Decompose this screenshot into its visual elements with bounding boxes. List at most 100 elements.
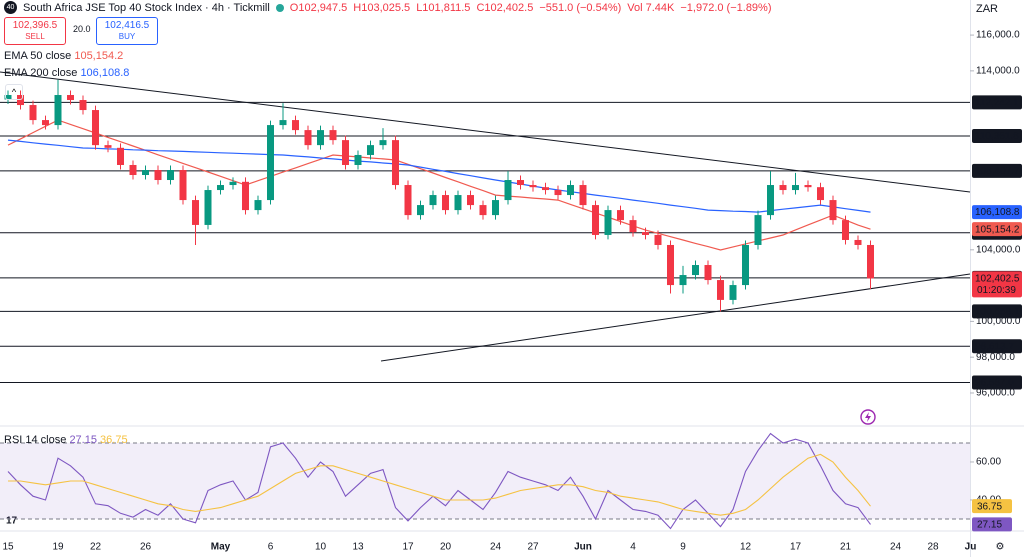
candle-body bbox=[17, 95, 24, 106]
candle-body bbox=[254, 200, 262, 211]
legend-name: EMA 50 close bbox=[4, 50, 72, 62]
collapse-legend[interactable]: ^ bbox=[5, 84, 23, 100]
sell-label: SELL bbox=[25, 32, 45, 41]
legend-value: 105,154.2 bbox=[74, 50, 124, 62]
candle-body bbox=[504, 180, 512, 201]
rsi-ma-value: 36.75 bbox=[100, 434, 128, 446]
candle-body bbox=[542, 187, 549, 191]
candle-body bbox=[342, 140, 349, 165]
buy-button[interactable]: 102,416.5 BUY bbox=[96, 17, 158, 45]
x-tick-label: 17 bbox=[790, 542, 802, 553]
sell-button[interactable]: 102,396.5 SELL bbox=[4, 17, 66, 45]
level-label: 96,587.0 bbox=[975, 378, 1014, 389]
ema200-legend: EMA 200 close 106,108.8 bbox=[4, 67, 129, 79]
x-tick-label: 13 bbox=[352, 542, 364, 553]
candle-body bbox=[79, 100, 87, 111]
legend-name: EMA 200 close bbox=[4, 67, 78, 79]
series-value-label: 106,108.8 bbox=[975, 207, 1020, 218]
candle-body bbox=[867, 244, 874, 279]
x-tick-label: 15 bbox=[2, 542, 14, 553]
x-tick-label: 24 bbox=[890, 542, 902, 553]
candle-body bbox=[192, 200, 199, 225]
trend-line bbox=[380, 273, 971, 362]
symbol-title[interactable]: South Africa JSE Top 40 Stock Index · 4h… bbox=[23, 1, 270, 14]
market-status bbox=[275, 3, 284, 12]
series-line bbox=[7, 119, 871, 251]
candle-body bbox=[92, 110, 99, 146]
candle-body bbox=[467, 195, 474, 206]
candle-body bbox=[154, 170, 162, 181]
rsi-value: 27.15 bbox=[69, 434, 97, 446]
settings-icon[interactable]: ⚙ bbox=[996, 542, 1005, 553]
candle-body bbox=[379, 140, 387, 146]
level-label: 98,613.7 bbox=[975, 341, 1014, 352]
level-label-box bbox=[972, 163, 1022, 178]
candle-body bbox=[517, 180, 524, 186]
currency[interactable]: ZAR bbox=[976, 3, 998, 15]
x-tick-label: 9 bbox=[680, 542, 686, 553]
candle-body bbox=[104, 145, 112, 148]
candle-body bbox=[179, 170, 187, 201]
candle-body bbox=[642, 232, 649, 235]
alert-icon[interactable] bbox=[860, 409, 876, 425]
rsi-title: RSI 14 close bbox=[4, 434, 67, 446]
candle-body bbox=[442, 195, 449, 211]
x-tick-label: 12 bbox=[740, 542, 752, 553]
candle-body bbox=[817, 187, 824, 201]
candle-body bbox=[804, 185, 812, 188]
quote-high: H103,025.5 bbox=[353, 1, 411, 14]
candle-body bbox=[329, 130, 337, 141]
x-tick-label: 6 bbox=[268, 542, 274, 553]
level-label-box bbox=[972, 375, 1022, 390]
x-tick-label: 27 bbox=[527, 542, 539, 553]
candle-body bbox=[617, 210, 624, 221]
candle-body bbox=[417, 205, 424, 216]
candle-body bbox=[479, 205, 487, 216]
candle-body bbox=[204, 190, 212, 225]
y-tick-label: 98,000.0 bbox=[976, 352, 1015, 363]
buy-price: 102,416.5 bbox=[104, 20, 150, 31]
header: 40 South Africa JSE Top 40 Stock Index ·… bbox=[4, 1, 772, 14]
candle-body bbox=[29, 105, 37, 121]
y-tick-label: 100,000.0 bbox=[976, 316, 1021, 327]
series-value-box bbox=[972, 222, 1022, 237]
candle-body bbox=[592, 205, 599, 235]
level-label-box bbox=[972, 128, 1022, 143]
x-tick-label: Ju bbox=[965, 542, 977, 553]
candle-body bbox=[854, 239, 862, 245]
candle-body bbox=[679, 275, 687, 286]
candle-body bbox=[404, 185, 412, 216]
quote-close: C102,402.5 bbox=[476, 1, 534, 14]
series-value-box bbox=[972, 205, 1022, 220]
candle-body bbox=[579, 185, 587, 206]
candle-body bbox=[242, 181, 249, 211]
candle-body bbox=[529, 185, 537, 188]
x-tick-label: 19 bbox=[52, 542, 64, 553]
candle-body bbox=[429, 195, 437, 206]
candle-body bbox=[554, 190, 562, 196]
rsi-value-box bbox=[972, 499, 1012, 514]
buy-label: BUY bbox=[118, 32, 136, 41]
candle-body bbox=[567, 185, 574, 196]
candle-body bbox=[4, 95, 12, 100]
candle-body bbox=[842, 220, 849, 240]
rsi-value-label: 36.75 bbox=[977, 501, 1002, 512]
trend-line bbox=[0, 71, 971, 193]
candle-body bbox=[629, 220, 637, 233]
last-price-box bbox=[972, 271, 1022, 298]
series-line bbox=[8, 453, 871, 516]
countdown: 01:20:39 bbox=[977, 285, 1016, 296]
x-tick-label: 28 bbox=[927, 542, 939, 553]
series-line bbox=[7, 139, 871, 213]
candle-body bbox=[117, 147, 124, 165]
symbol-badge: 40 bbox=[4, 1, 17, 14]
series-value-label: 105,154.2 bbox=[975, 224, 1020, 235]
candle-body bbox=[604, 210, 612, 235]
rsi-value-label: 27.15 bbox=[977, 520, 1002, 531]
candle-body bbox=[129, 164, 137, 176]
candle-body bbox=[704, 265, 712, 281]
level-label: 100,558.1 bbox=[975, 307, 1020, 318]
candle-body bbox=[729, 285, 737, 300]
